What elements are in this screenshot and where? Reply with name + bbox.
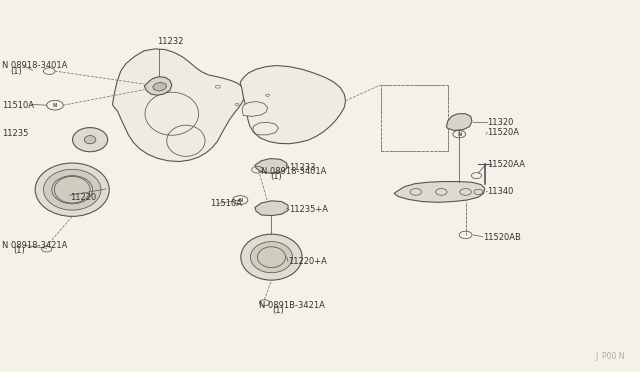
Ellipse shape (35, 163, 109, 217)
Text: 11510A: 11510A (2, 101, 34, 110)
Polygon shape (113, 49, 244, 161)
Text: 11320: 11320 (487, 118, 514, 127)
Text: 11235+A: 11235+A (289, 205, 328, 214)
Text: J  P00 N: J P00 N (596, 352, 625, 361)
Polygon shape (255, 201, 288, 216)
Text: 11232: 11232 (157, 37, 184, 46)
Text: 11510A: 11510A (210, 199, 242, 208)
Text: (1): (1) (270, 172, 282, 181)
Text: N 0891B-3421A: N 0891B-3421A (259, 301, 325, 310)
Ellipse shape (84, 136, 96, 144)
Polygon shape (153, 82, 167, 91)
Polygon shape (255, 158, 287, 173)
Text: 11520AB: 11520AB (483, 232, 521, 242)
Text: (1): (1) (272, 306, 284, 315)
Ellipse shape (72, 128, 108, 152)
Text: N 08918-3421A: N 08918-3421A (2, 241, 67, 250)
Text: N: N (457, 132, 461, 137)
Polygon shape (394, 182, 484, 202)
Text: 11220: 11220 (70, 193, 96, 202)
Text: N: N (238, 198, 243, 203)
Text: (1): (1) (13, 246, 25, 255)
Ellipse shape (52, 176, 93, 204)
Text: 11235: 11235 (2, 129, 28, 138)
Polygon shape (447, 114, 472, 131)
Text: 11220+A: 11220+A (288, 257, 327, 266)
Ellipse shape (44, 169, 101, 210)
Polygon shape (253, 122, 278, 135)
Text: N 08918-3401A: N 08918-3401A (2, 61, 67, 70)
Text: N: N (53, 103, 57, 108)
Text: 11520AA: 11520AA (487, 160, 525, 169)
Polygon shape (242, 102, 268, 116)
Text: (1): (1) (10, 67, 22, 76)
Polygon shape (145, 77, 172, 95)
Text: 11340: 11340 (487, 187, 514, 196)
Ellipse shape (250, 241, 292, 273)
Text: 11233: 11233 (289, 163, 316, 172)
Text: 11520A: 11520A (487, 128, 519, 137)
Text: N 08918-3401A: N 08918-3401A (261, 167, 326, 176)
Ellipse shape (241, 234, 302, 280)
Polygon shape (240, 65, 346, 144)
